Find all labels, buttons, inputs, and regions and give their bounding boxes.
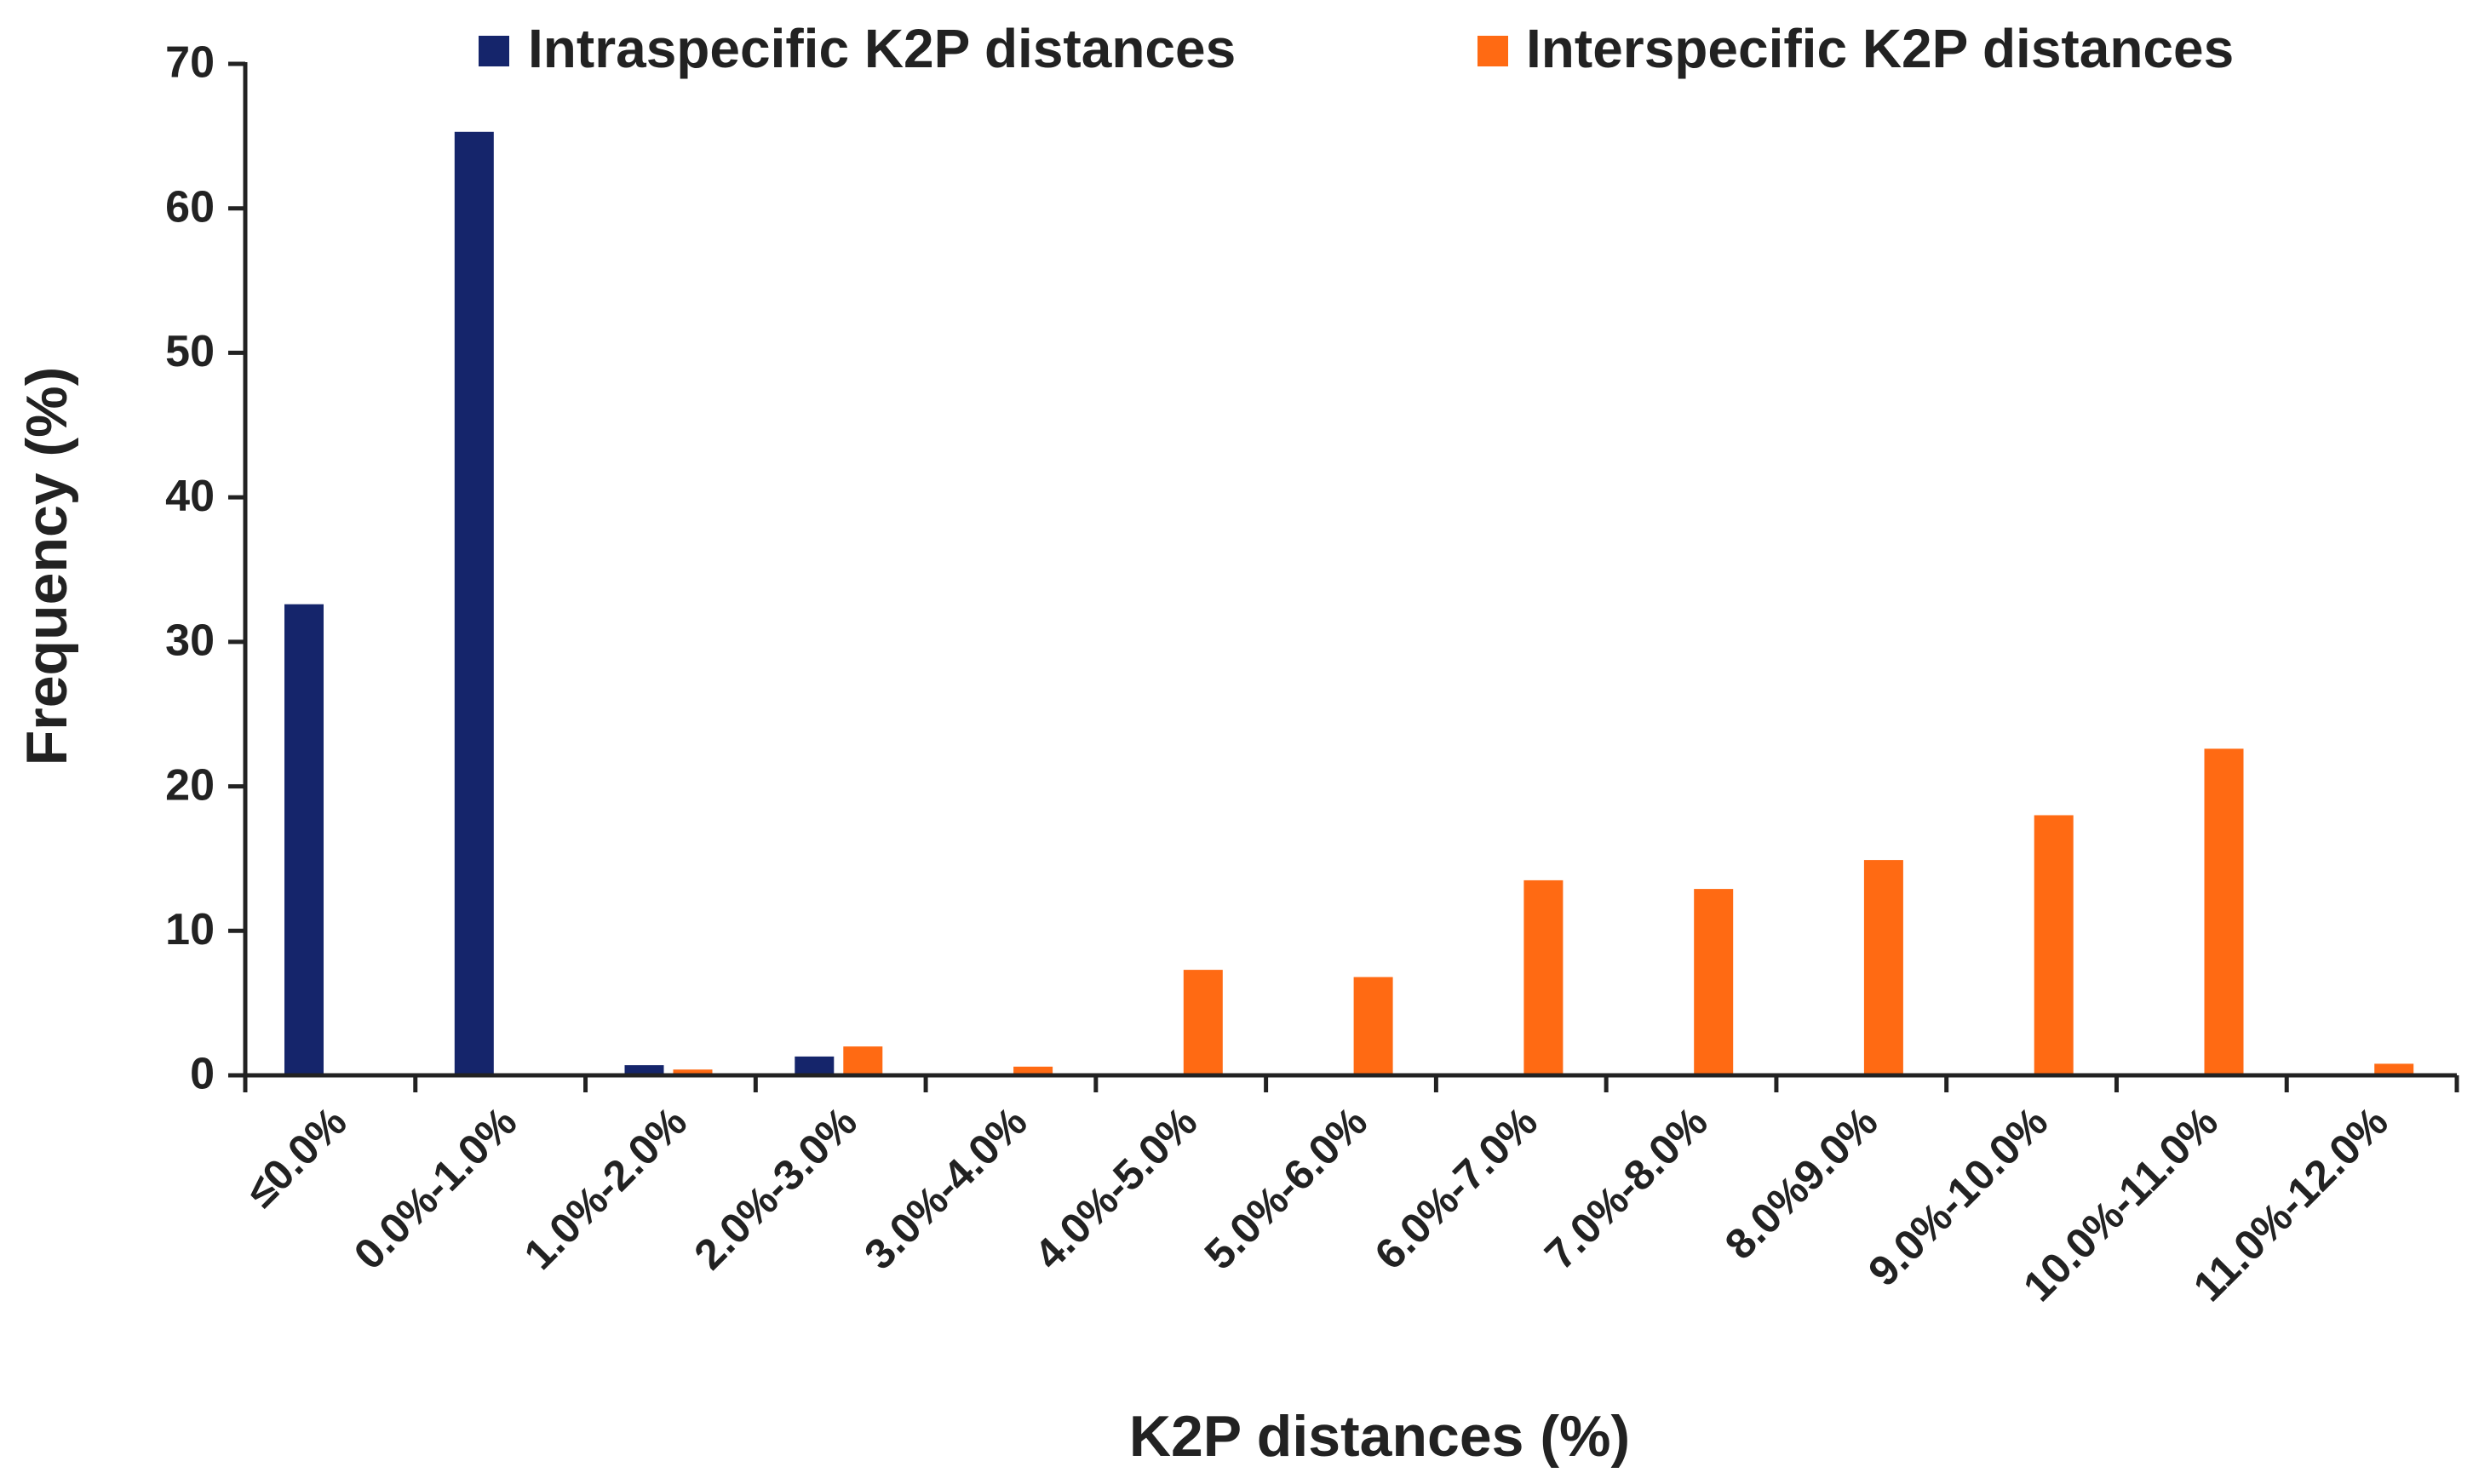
y-tick-label: 10 xyxy=(165,905,215,954)
bar-interspecific-4 xyxy=(1013,1066,1053,1075)
y-tick-label: 60 xyxy=(165,182,215,232)
y-tick-label: 40 xyxy=(165,472,215,521)
x-tick-label: ≤0.0% xyxy=(237,1097,356,1217)
legend-label-1: Interspecific K2P distances xyxy=(1526,18,2234,79)
legend: Intraspecific K2P distances Interspecific… xyxy=(479,18,2234,79)
x-axis-title: K2P distances (%) xyxy=(1129,1404,1630,1469)
x-tick-label: 4.0%-5.0% xyxy=(1025,1097,1207,1279)
y-tick-label: 0 xyxy=(190,1050,215,1099)
bar-interspecific-8 xyxy=(1694,889,1734,1075)
x-tick-labels: ≤0.0%0.0%-1.0%1.0%-2.0%2.0%-3.0%3.0%-4.0… xyxy=(237,1097,2397,1310)
legend-swatch-0 xyxy=(479,36,509,66)
bar-interspecific-7 xyxy=(1523,880,1564,1075)
y-axis-title: Frequency (%) xyxy=(14,367,79,766)
bar-intraspecific-1 xyxy=(454,131,494,1075)
x-tick-label: 0.0%-1.0% xyxy=(345,1097,526,1279)
bar-interspecific-9 xyxy=(1863,860,1903,1075)
bar-interspecific-12 xyxy=(2374,1063,2414,1075)
x-tick-label: 7.0%-8.0% xyxy=(1535,1097,1717,1279)
y-tick-label: 70 xyxy=(165,38,215,88)
x-tick-label: 1.0%-2.0% xyxy=(515,1097,697,1279)
x-tick-label: 8.0%9.0% xyxy=(1716,1097,1887,1269)
y-tick-label: 50 xyxy=(165,327,215,376)
bar-interspecific-11 xyxy=(2204,748,2244,1075)
x-tick-label: 5.0%-6.0% xyxy=(1196,1097,1377,1279)
bar-intraspecific-0 xyxy=(284,604,324,1075)
legend-swatch-1 xyxy=(1477,36,1508,66)
bar-interspecific-3 xyxy=(843,1046,883,1075)
bar-interspecific-6 xyxy=(1353,977,1393,1075)
legend-label-0: Intraspecific K2P distances xyxy=(528,18,1236,79)
bar-interspecific-10 xyxy=(2034,815,2074,1075)
bar-interspecific-5 xyxy=(1183,970,1223,1075)
x-tick-label: 6.0%-7.0% xyxy=(1365,1097,1546,1279)
y-tick-label: 20 xyxy=(165,760,215,810)
y-tick-labels: 0 10 20 30 40 50 60 70 xyxy=(165,38,215,1099)
x-tick-label: 2.0%-3.0% xyxy=(685,1097,866,1279)
x-tick-label: 3.0%-4.0% xyxy=(855,1097,1036,1279)
axes-group xyxy=(228,61,2459,1092)
bar-interspecific-2 xyxy=(673,1069,713,1075)
bar-intraspecific-3 xyxy=(795,1056,835,1075)
y-tick-label: 30 xyxy=(165,616,215,666)
bar-intraspecific-2 xyxy=(624,1065,664,1075)
bars-group xyxy=(284,131,2414,1075)
